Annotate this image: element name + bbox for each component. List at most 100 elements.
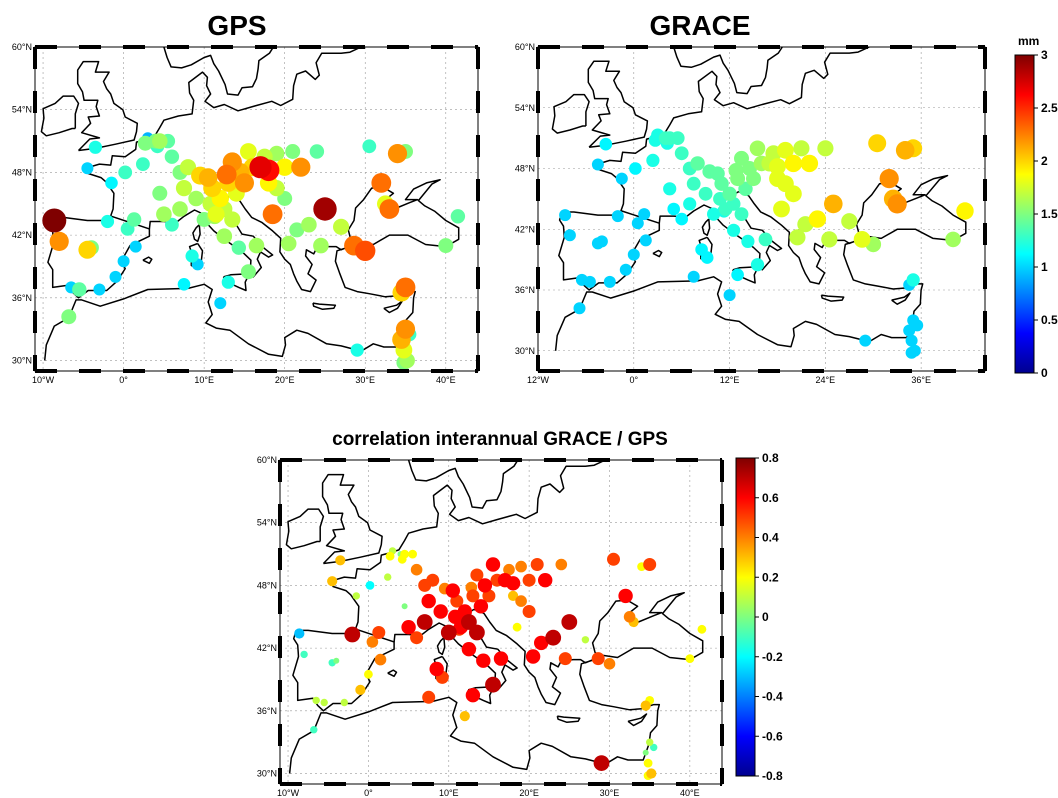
station-marker bbox=[268, 145, 285, 162]
colorbar-tick-label: 3 bbox=[1041, 48, 1048, 62]
station-marker bbox=[784, 154, 803, 173]
station-marker bbox=[714, 176, 729, 191]
coastline bbox=[312, 302, 337, 311]
coastline bbox=[672, 47, 783, 95]
station-marker bbox=[179, 159, 197, 176]
station-marker bbox=[507, 590, 519, 602]
station-marker bbox=[559, 209, 572, 222]
station-marker bbox=[379, 199, 400, 219]
station-marker bbox=[698, 186, 713, 201]
map-gridlines bbox=[35, 47, 478, 371]
colorbar-tick-label: 1.5 bbox=[1041, 207, 1058, 221]
station-marker bbox=[156, 206, 172, 222]
station-marker bbox=[670, 131, 685, 146]
station-marker bbox=[512, 622, 522, 632]
coastline bbox=[192, 224, 201, 243]
station-marker bbox=[88, 140, 102, 154]
station-marker bbox=[152, 133, 168, 149]
station-marker bbox=[384, 573, 392, 581]
coastline bbox=[383, 300, 404, 314]
coastline bbox=[76, 60, 139, 152]
station-marker bbox=[750, 258, 765, 272]
station-marker bbox=[214, 297, 227, 310]
station-marker bbox=[505, 576, 521, 591]
colorbar-tick-label: 0 bbox=[762, 610, 769, 624]
station-marker bbox=[410, 631, 424, 645]
station-marker bbox=[344, 626, 361, 643]
station-marker bbox=[327, 576, 338, 587]
station-marker bbox=[366, 636, 379, 648]
station-marker bbox=[164, 149, 180, 164]
correlation-title: correlation interannual GRACE / GPS bbox=[332, 429, 668, 450]
station-marker bbox=[470, 568, 484, 582]
station-marker bbox=[646, 768, 657, 779]
station-marker bbox=[105, 176, 118, 190]
coastline bbox=[436, 637, 446, 656]
station-marker bbox=[374, 653, 387, 666]
station-marker bbox=[642, 749, 649, 756]
station-marker bbox=[853, 231, 871, 248]
station-marker bbox=[697, 624, 707, 634]
station-marker bbox=[650, 743, 658, 752]
lon-tick-label: 40°E bbox=[436, 375, 456, 385]
station-marker bbox=[461, 642, 477, 657]
station-marker bbox=[741, 234, 755, 248]
station-marker bbox=[785, 185, 802, 203]
lon-tick-label: 0° bbox=[629, 375, 638, 385]
coastline bbox=[652, 249, 663, 258]
station-marker bbox=[172, 201, 188, 217]
station-marker bbox=[61, 309, 77, 325]
station-marker bbox=[185, 249, 199, 263]
coastline bbox=[627, 713, 648, 727]
lon-tick-label: 10°E bbox=[194, 375, 214, 385]
station-marker bbox=[465, 688, 481, 703]
station-marker bbox=[129, 240, 142, 253]
lon-tick-label: 10°W bbox=[277, 788, 300, 798]
station-marker bbox=[618, 588, 633, 604]
station-marker bbox=[515, 595, 527, 607]
station-marker bbox=[493, 651, 509, 666]
map-frame bbox=[278, 458, 724, 786]
station-marker bbox=[438, 238, 454, 254]
station-marker bbox=[663, 182, 677, 196]
axis-tick-labels: 60°N 54°N 48°N 42°N 36°N 30°N 12°W 0° 12°E 24°E 36… bbox=[515, 42, 931, 385]
station-marker bbox=[387, 144, 408, 164]
lat-tick-label: 30°N bbox=[515, 346, 535, 356]
station-marker bbox=[476, 653, 491, 668]
lat-tick-label: 48°N bbox=[12, 167, 32, 177]
station-marker bbox=[859, 334, 872, 347]
station-marker bbox=[615, 172, 628, 185]
station-marker bbox=[734, 207, 749, 222]
coastline bbox=[595, 47, 870, 216]
station-marker bbox=[793, 140, 810, 157]
station-marker bbox=[93, 283, 106, 296]
correlation-colorbar: 0.8 0.6 0.4 0.2 0 -0.2 -0.4 -0.6 -0.8 bbox=[735, 451, 783, 783]
station-marker bbox=[690, 156, 705, 171]
station-marker bbox=[956, 202, 974, 220]
station-marker bbox=[372, 626, 386, 639]
lat-tick-label: 42°N bbox=[515, 224, 535, 234]
colorbar-tick-label: -0.6 bbox=[762, 729, 783, 743]
station-marker bbox=[646, 153, 660, 167]
colorbar-tick-label: 0.6 bbox=[762, 491, 779, 505]
station-marker bbox=[667, 202, 680, 216]
station-marker bbox=[738, 181, 753, 196]
gps-map: 60°N 54°N 48°N 42°N 36°N 30°N10°W 0° 10°E 20°E 30… bbox=[12, 42, 480, 385]
station-marker bbox=[658, 131, 673, 146]
station-marker bbox=[563, 229, 576, 242]
station-marker bbox=[333, 657, 340, 664]
station-marker bbox=[683, 197, 697, 211]
station-marker bbox=[459, 711, 470, 722]
station-marker bbox=[450, 594, 464, 608]
lat-tick-label: 48°N bbox=[515, 164, 535, 174]
station-marker bbox=[623, 611, 636, 623]
lon-tick-label: 20°E bbox=[519, 788, 539, 798]
station-marker bbox=[280, 235, 297, 252]
station-marker bbox=[485, 557, 501, 572]
station-marker bbox=[313, 197, 337, 221]
station-marker bbox=[638, 208, 651, 221]
station-marker bbox=[687, 270, 700, 283]
coastline bbox=[556, 715, 581, 724]
lon-tick-label: 30°E bbox=[355, 375, 375, 385]
station-marker bbox=[312, 696, 320, 705]
